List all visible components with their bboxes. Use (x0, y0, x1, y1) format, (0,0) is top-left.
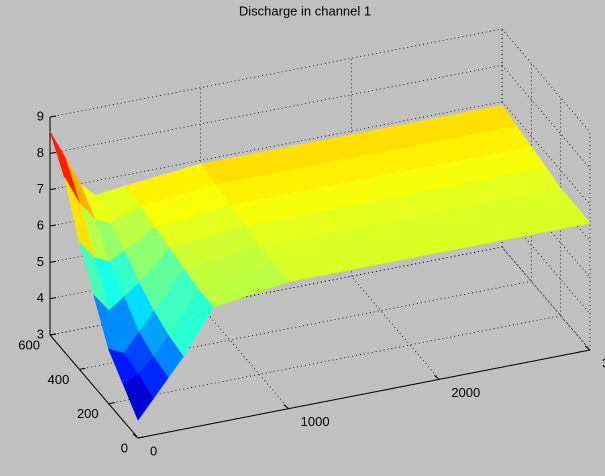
x-tick-label: 1000 (301, 414, 330, 429)
x-tick (434, 374, 440, 380)
grid-line (200, 305, 289, 409)
x-tick (132, 433, 139, 439)
axis-line (49, 334, 139, 439)
grid-line (501, 246, 591, 351)
z-tick-label: 6 (37, 217, 44, 232)
axis-line (137, 349, 591, 439)
z-tick (49, 115, 57, 118)
z-tick-label: 8 (37, 145, 44, 160)
y-tick-label: 0 (121, 440, 128, 455)
grid-line (501, 174, 591, 278)
grid-line (501, 65, 591, 169)
grid-line (501, 210, 591, 314)
surface-patch (122, 373, 154, 421)
z-tick (49, 297, 57, 300)
grid-line (501, 101, 591, 205)
z-tick-label: 3 (37, 326, 44, 341)
z-tick-label: 4 (37, 290, 44, 305)
z-tick (49, 224, 57, 227)
y-tick (108, 402, 115, 405)
x-tick-label: 3000 (602, 355, 605, 370)
grid-line (49, 64, 503, 154)
z-tick-label: 7 (37, 181, 44, 196)
y-tick-label: 200 (77, 406, 99, 421)
grid-line (351, 276, 440, 380)
x-tick-label: 2000 (451, 385, 480, 400)
y-tick (79, 367, 86, 370)
chart-title: Discharge in channel 1 (239, 3, 371, 18)
z-tick (49, 188, 57, 191)
z-tick (49, 333, 57, 336)
x-tick (584, 345, 591, 351)
grid-line (501, 28, 591, 133)
grid-line (108, 315, 561, 405)
grid-line (49, 101, 503, 191)
z-tick (49, 151, 57, 154)
surface-patch (49, 131, 81, 205)
grid-line (49, 28, 503, 118)
z-tick (49, 260, 57, 263)
grid-line (501, 246, 591, 351)
z-tick-label: 5 (37, 254, 44, 269)
z-tick-label: 9 (37, 108, 44, 123)
x-tick-label: 0 (150, 443, 157, 458)
y-tick-label: 600 (18, 337, 40, 352)
y-tick-label: 400 (48, 372, 70, 387)
x-tick (283, 404, 289, 410)
y-tick (137, 436, 145, 439)
